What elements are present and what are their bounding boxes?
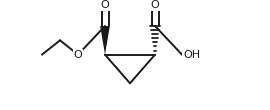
Text: O: O: [74, 50, 82, 60]
Text: O: O: [151, 0, 159, 10]
Text: OH: OH: [183, 50, 200, 60]
Text: O: O: [101, 0, 109, 10]
Polygon shape: [100, 26, 110, 55]
